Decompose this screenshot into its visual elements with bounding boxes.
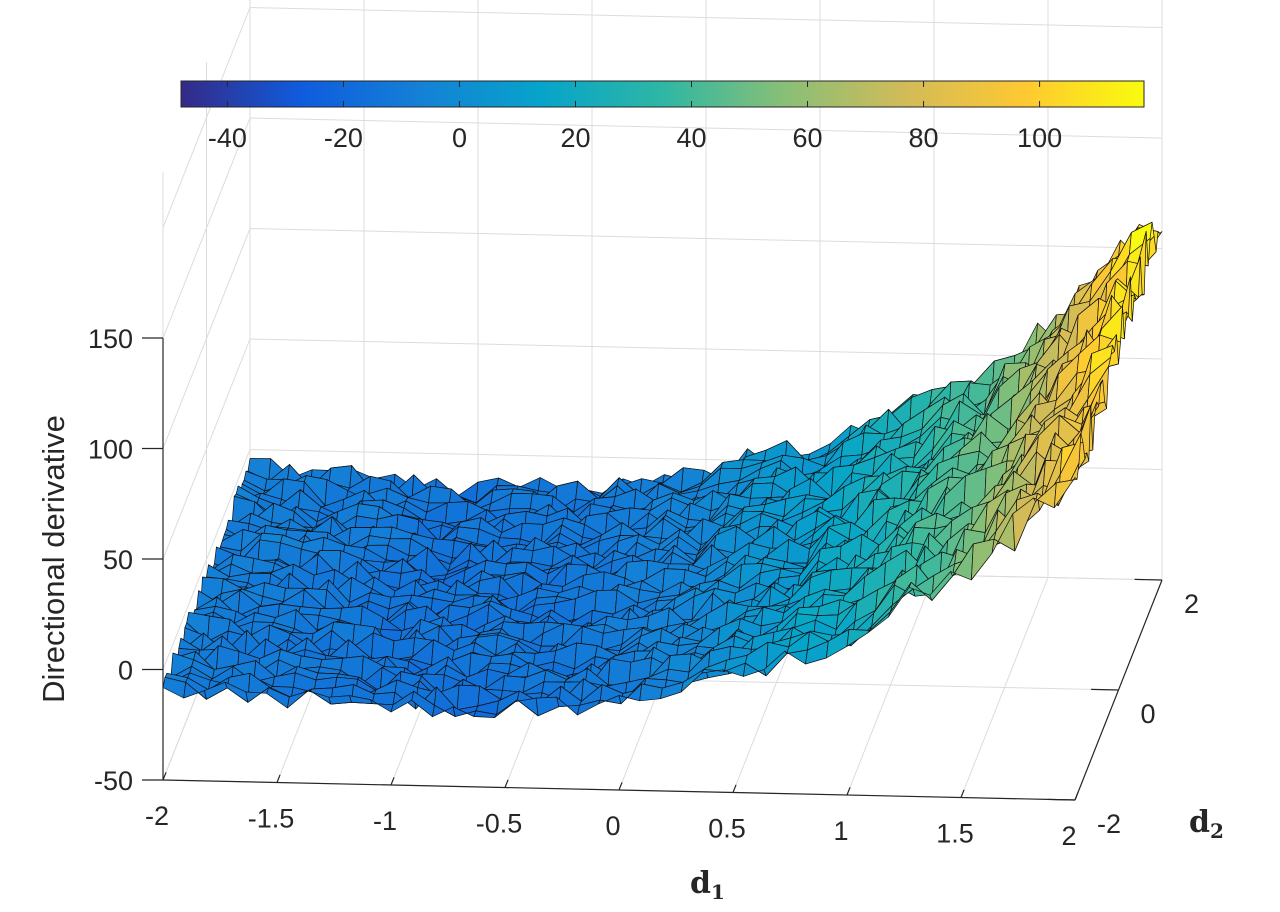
x-tick-label: 1 (833, 816, 848, 846)
x-tick-mark (732, 784, 737, 793)
surface-patch (502, 675, 526, 693)
z-tick-label: -50 (94, 766, 133, 796)
surface-patch (535, 696, 560, 717)
colorbar-gradient (180, 80, 1145, 108)
grid-line-backwall-z (249, 228, 1163, 249)
colorbar-tick-label: 80 (909, 123, 939, 153)
surface-patch (510, 547, 534, 563)
x-tick-label: -0.5 (476, 809, 523, 839)
x-tick-mark (960, 789, 965, 798)
z-tick-label: 150 (88, 324, 133, 354)
z-tick-label: 50 (103, 545, 133, 575)
x-tick-mark (618, 782, 623, 791)
x-tick-label: -2 (145, 801, 169, 831)
y-tick-label: 0 (1141, 699, 1156, 729)
surface-patch (515, 697, 539, 717)
y-tick-mark (1047, 798, 1076, 801)
z-axis-label: Directional derivative (36, 415, 71, 703)
grid-line-backwall-z (249, 117, 1163, 139)
colorbar-tick-label: 0 (452, 123, 467, 153)
x-axis-label-sub: 1 (711, 880, 725, 904)
x-tick-label: 0.5 (708, 814, 746, 844)
y-axis-label: d2 (1189, 805, 1224, 843)
grid-line-backwall-z (249, 338, 1163, 360)
x-axis-label-main: d (690, 866, 711, 901)
surface-patch (428, 485, 452, 504)
x-tick-label: 0 (605, 811, 620, 841)
colorbar-tick-label: 40 (676, 123, 706, 153)
surface-patch (720, 459, 744, 469)
y-axis-label-sub: 2 (1210, 819, 1224, 843)
surface-patch (328, 695, 352, 705)
surface-patch (607, 658, 632, 686)
x-tick-mark (390, 777, 395, 786)
surface-patch (1053, 477, 1078, 509)
colorbar: -40 -20 0 20 40 60 80 100 (180, 80, 1145, 153)
surface-patch (750, 482, 774, 499)
y-tick-mark (1091, 688, 1119, 691)
x-tick-mark (276, 774, 281, 783)
z-tick-label: 0 (118, 656, 133, 686)
x-tick-mark (504, 779, 509, 788)
x-tick-label: -1 (373, 806, 397, 836)
x-tick-label: 2 (1061, 821, 1076, 851)
y-tick-label: 2 (1184, 589, 1199, 619)
colorbar-tick-label: 20 (560, 123, 590, 153)
x-tick-label: -1.5 (248, 804, 295, 834)
colorbar-tick-label: 60 (793, 123, 823, 153)
surface-layer (162, 221, 1163, 718)
y-tick-mark (1134, 578, 1163, 581)
surface-patch (971, 538, 995, 581)
axes-layer: -2 -1.5 -1 -0.5 0 0.5 1 1.5 2 -2 0 2 -50 0 50 100 150 (88, 324, 1199, 851)
surface-patch (509, 493, 533, 510)
surface-patch (828, 567, 853, 592)
x-tick-mark (846, 787, 851, 796)
surface-patch (445, 501, 469, 525)
grid-line-backwall-z (249, 7, 1163, 28)
surface-patch (846, 629, 871, 647)
y-tick-label: -2 (1097, 809, 1121, 839)
y-axis-label-main: d (1189, 805, 1210, 840)
x-tick-label: 1.5 (936, 819, 974, 849)
z-tick-label: 100 (88, 435, 133, 465)
colorbar-tick-label: 100 (1017, 123, 1062, 153)
colorbar-tick-label: -40 (208, 123, 247, 153)
x-axis-label: d1 (690, 866, 725, 904)
colorbar-tick-label: -20 (324, 123, 363, 153)
